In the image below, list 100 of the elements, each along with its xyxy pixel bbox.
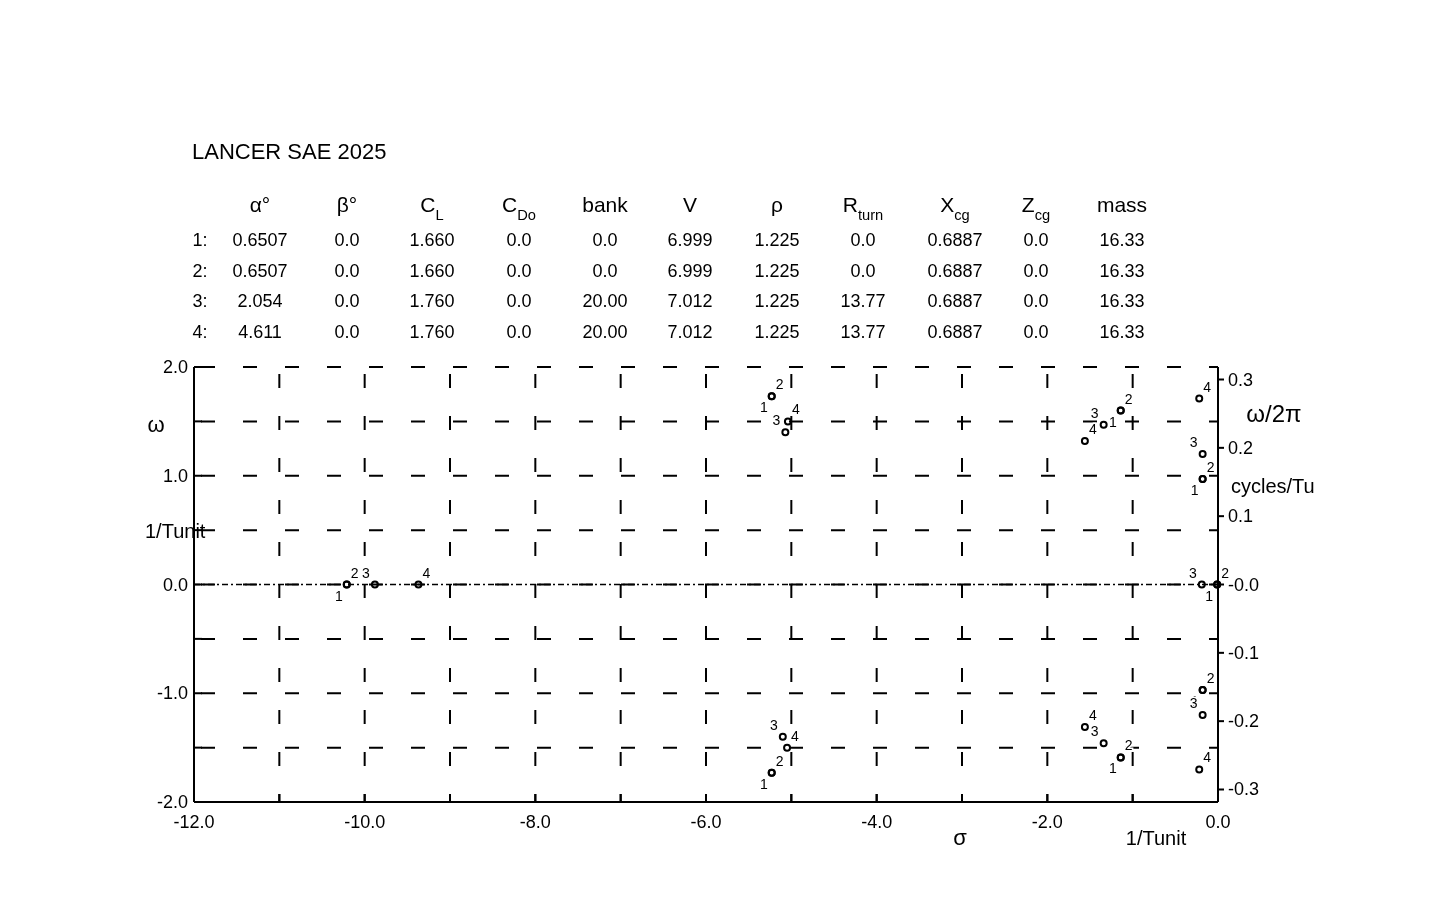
text: 7.012 [667,291,713,311]
y-axis-title: ω [147,412,165,437]
text: 20.00 [582,291,628,311]
point [1195,765,1204,774]
chart-title: LANCER SAE 2025 [192,139,387,164]
text: 1 [759,775,768,792]
text: 3 [1090,723,1099,740]
x-tick-label: 0.0 [1205,812,1231,832]
x-tick-label: -10.0 [344,812,386,832]
point [1080,722,1089,731]
point [778,732,787,741]
text: 4 [1088,706,1097,723]
text: 4 [1203,749,1212,766]
text: 2 [775,376,784,393]
text: α° [249,193,271,216]
text: 0.0 [334,230,360,250]
point [1197,580,1206,589]
text: 4 [1088,420,1097,437]
text: 0.0 [592,230,618,250]
text: 3 [1188,564,1197,581]
text: Z$_{cg}$ [1021,193,1051,223]
x-tick-label: -4.0 [861,812,893,832]
text: 1.760 [409,321,455,342]
text: C$_{Do}$ [502,193,536,223]
point [370,580,379,589]
text: 0.0 [506,291,532,311]
x-tick-label: -8.0 [519,812,551,832]
x-axis-title: σ [953,825,968,850]
text: 0.6887 [927,260,983,281]
text: 0.0 [850,230,876,250]
text: 6.999 [667,230,713,250]
text: 2 [1206,669,1215,686]
text: 0.6887 [927,291,983,311]
y2-tick-label: -0.0 [1228,574,1260,595]
text: C$_{L}$ [420,193,444,223]
text: 16.33 [1099,230,1145,250]
text: 1.660 [409,260,455,281]
y2-tick-label: -0.3 [1228,779,1260,800]
y-tick-label: -2.0 [156,792,188,812]
y2-tick-label: 0.1 [1228,506,1254,527]
text: 1.660 [409,230,455,250]
y-tick-label: 1.0 [162,465,188,486]
y2-tick-label: 0.3 [1228,369,1254,390]
text: 1.225 [754,260,800,281]
text: 0.6887 [927,230,983,250]
point [1080,436,1089,445]
point [414,580,423,589]
text: 3 [770,716,778,733]
text: 0.0 [334,291,360,311]
text: 1/Tunit [1125,827,1187,849]
text: 0.0 [1023,321,1049,342]
text: 4 [422,564,431,581]
x-tick-label: -2.0 [1031,812,1063,832]
text: 2 [1124,390,1133,407]
series-label: 1 [1108,760,1117,777]
text: 0.0 [506,321,532,342]
x-tick-label: -6.0 [690,812,722,832]
text: 0.0 [506,230,532,250]
point [781,428,790,437]
text: 3 [362,564,370,581]
text: 2.054 [237,291,283,311]
point [1099,420,1108,429]
y-tick-label: -1.0 [156,683,188,704]
text: 20.00 [582,321,628,342]
text: 13.77 [840,291,886,311]
text: cycles/Tu [1231,475,1315,497]
text: 0.0 [334,260,360,281]
point [783,743,792,752]
text: 0.6507 [232,260,288,281]
point [1198,450,1207,458]
text: 0.0 [850,260,876,281]
point [783,417,792,426]
text: R$_{turn}$ [842,193,884,223]
text: 0.6507 [232,230,288,250]
text: 1 [1190,482,1199,499]
text: 2 [350,564,359,581]
text: 4 [1203,378,1212,395]
text: 0.0 [1023,230,1049,250]
point [1195,394,1204,403]
text: 3: [192,291,208,311]
text: 0.0 [506,260,532,281]
text: 1 [1205,587,1214,604]
text: 16.33 [1099,260,1145,281]
y-tick-label: 2.0 [162,357,188,377]
text: 7.012 [667,321,713,342]
text: 0.0 [334,321,360,342]
y-tick-label: 0.0 [162,574,188,595]
text: mass [1096,193,1148,216]
text: 1.225 [754,230,800,250]
text: 1 [759,399,768,416]
x-tick-label: -12.0 [173,812,215,832]
text: 16.33 [1099,321,1145,342]
text: 1.760 [409,291,455,311]
point [1198,711,1207,719]
y2-tick-label: 0.2 [1228,437,1254,458]
text: 3 [1090,404,1099,421]
text: 16.33 [1099,291,1145,311]
series-label: 3 [772,412,781,429]
text: 4 [791,727,799,744]
series-label: 2 [775,752,784,769]
